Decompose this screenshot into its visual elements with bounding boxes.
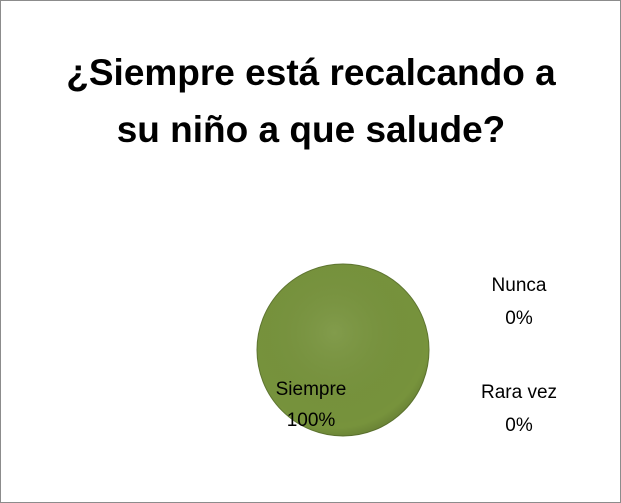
chart-title: ¿Siempre está recalcando a su niño a que…: [66, 52, 556, 150]
data-label-category: Rara vez: [481, 382, 557, 403]
data-label-value: 100%: [287, 410, 336, 431]
data-label-value: 0%: [505, 308, 533, 329]
data-label-value: 0%: [505, 415, 533, 436]
data-label-category: Nunca: [492, 275, 547, 296]
data-label-category: Siempre: [276, 379, 347, 400]
